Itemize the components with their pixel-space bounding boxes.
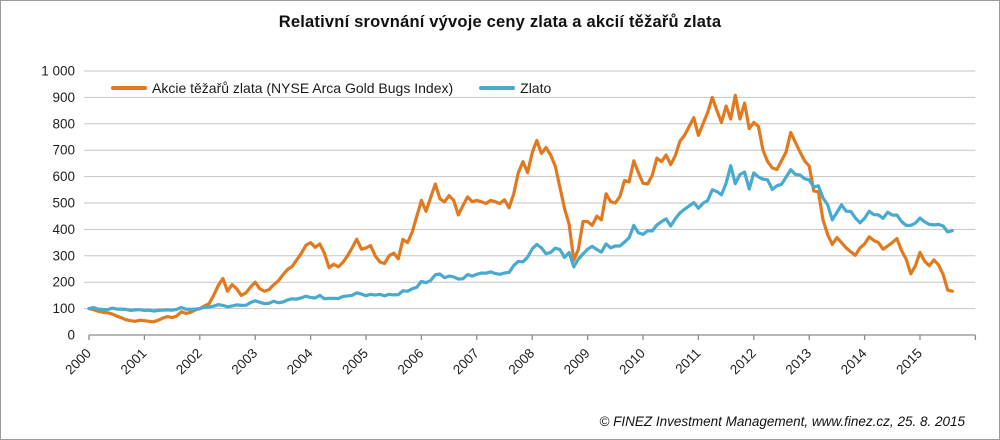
chart-title: Relativní srovnání vývoje ceny zlata a a… — [278, 13, 722, 31]
chart-legend: Akcie těžařů zlata (NYSE Arca Gold Bugs … — [111, 80, 551, 96]
series-line-gold — [87, 164, 954, 313]
y-tick-label: 0 — [67, 328, 75, 343]
x-tick-label: 2012 — [727, 346, 759, 378]
y-tick-label: 600 — [52, 169, 75, 184]
x-tick-label: 2007 — [450, 346, 482, 378]
x-tick-label: 2006 — [395, 346, 427, 378]
y-tick-label: 900 — [52, 90, 75, 105]
x-tick-label: 2000 — [62, 346, 94, 378]
x-tick-label: 2004 — [284, 345, 316, 377]
x-tick-label: 2009 — [561, 346, 593, 378]
y-tick-label: 1 000 — [41, 64, 75, 79]
x-tick-label: 2003 — [228, 346, 260, 378]
miners-line-swatch — [111, 86, 147, 90]
legend-item-miners: Akcie těžařů zlata (NYSE Arca Gold Bugs … — [111, 80, 453, 96]
legend-label-miners: Akcie těžařů zlata (NYSE Arca Gold Bugs … — [152, 80, 454, 96]
series-line-miners — [87, 93, 954, 324]
legend-item-gold: Zlato — [479, 80, 551, 96]
x-tick-label: 2010 — [616, 346, 648, 378]
y-tick-label: 500 — [52, 196, 75, 211]
footer-credit: © FINEZ Investment Management, www.finez… — [599, 414, 965, 429]
y-tick-label: 100 — [52, 301, 75, 316]
x-tick-label: 2011 — [672, 346, 703, 377]
y-tick-label: 700 — [52, 143, 75, 158]
x-tick-label: 2001 — [118, 346, 150, 378]
y-tick-label: 200 — [52, 275, 75, 290]
legend-label-gold: Zlato — [520, 80, 552, 96]
x-tick-label: 2008 — [505, 346, 537, 378]
y-tick-label: 400 — [52, 222, 75, 237]
x-tick-label: 2005 — [339, 346, 371, 378]
x-tick-label: 2014 — [838, 345, 870, 377]
gold-line-swatch — [479, 86, 516, 90]
y-tick-label: 300 — [52, 248, 75, 263]
x-tick-label: 2002 — [173, 346, 205, 378]
x-tick-label: 2013 — [782, 346, 814, 378]
x-tick-label: 2015 — [893, 346, 925, 378]
y-tick-label: 800 — [52, 116, 75, 131]
